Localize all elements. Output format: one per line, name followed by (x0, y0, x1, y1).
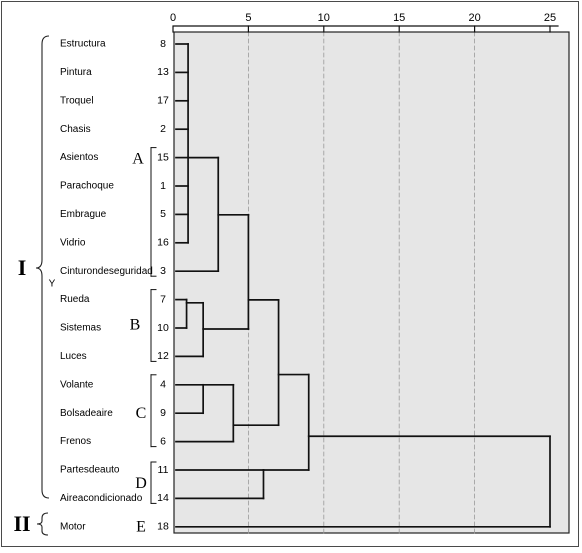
case-number: 8 (160, 38, 166, 50)
x-tick-label: 25 (544, 12, 556, 24)
case-number: 1 (160, 180, 166, 192)
cluster-letter-a: A (132, 150, 144, 167)
item-label: Aireacondicionado (60, 493, 143, 504)
item-label: Volante (60, 379, 94, 390)
item-label: Vidrio (60, 237, 86, 248)
group-brace-i (35, 35, 50, 499)
item-label: Troquel (60, 95, 94, 106)
case-number: 17 (157, 95, 169, 107)
case-number: 11 (158, 464, 169, 476)
x-tick-label: 5 (245, 12, 251, 24)
cluster-letter-b: B (130, 317, 141, 334)
case-number: 12 (157, 350, 169, 362)
item-label: Bolsadeaire (60, 408, 113, 419)
case-number: 13 (157, 66, 169, 78)
item-label: Frenos (60, 436, 91, 447)
item-label: Chasis (60, 124, 91, 135)
case-number: 2 (160, 123, 166, 135)
group-numeral-ii: II (13, 511, 30, 536)
item-label: Rueda (60, 294, 90, 305)
group-numeral-i: I (18, 255, 27, 280)
cluster-letter-d: D (135, 475, 147, 492)
case-number: 5 (160, 208, 166, 220)
item-label: Motor (60, 521, 86, 532)
case-number: 9 (160, 407, 166, 419)
x-tick-label: 15 (393, 12, 405, 24)
cluster-letter-c: C (136, 405, 147, 422)
item-label: Partesdeauto (60, 465, 120, 476)
item-label: Pintura (60, 67, 92, 78)
x-tick-label: 10 (318, 12, 330, 24)
item-label: Estructura (60, 39, 106, 50)
item-label: Luces (60, 351, 87, 362)
case-number: 4 (160, 379, 166, 391)
case-number: 18 (157, 521, 169, 533)
item-label: Cinturondeseguridad (60, 266, 153, 277)
x-tick-label: 20 (468, 12, 480, 24)
case-number: 16 (157, 237, 169, 249)
group-brace-ii (36, 512, 49, 536)
case-number: 7 (160, 293, 166, 305)
case-number: 15 (157, 151, 169, 163)
item-label: Embrague (60, 209, 107, 220)
cluster-letter-e: E (136, 518, 146, 535)
item-label: Asientos (60, 152, 98, 163)
item-label: Sistemas (60, 323, 101, 334)
x-tick-label: 0 (170, 12, 176, 24)
case-number: 10 (157, 322, 169, 334)
case-number: 3 (160, 265, 166, 277)
group-marker: Y (49, 279, 56, 290)
item-label: Parachoque (60, 181, 114, 192)
case-number: 6 (160, 435, 166, 447)
case-number: 14 (157, 492, 169, 504)
plot-area (173, 31, 570, 534)
